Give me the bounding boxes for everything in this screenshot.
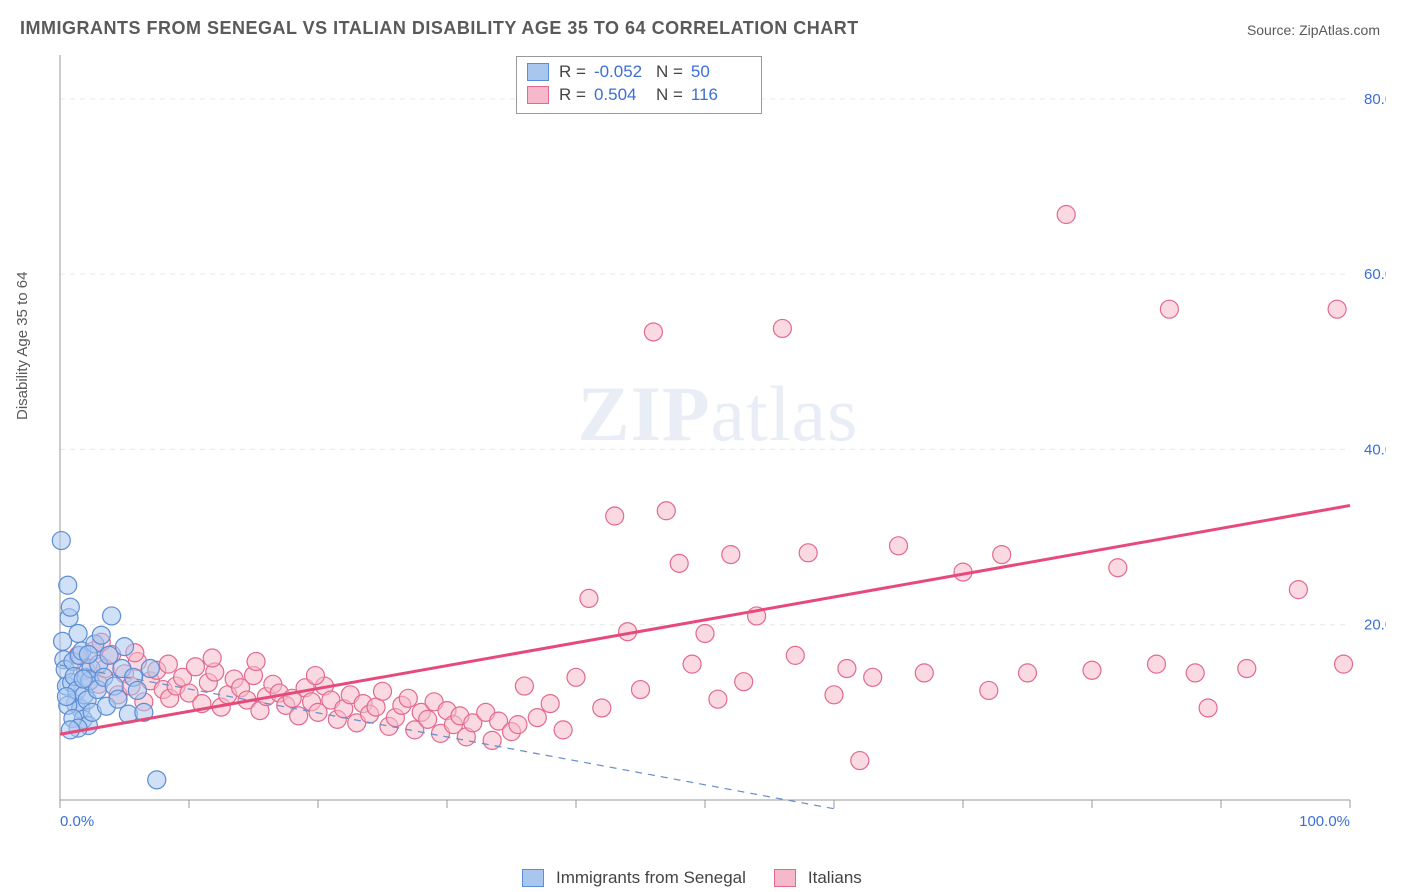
- n-label: N =: [656, 84, 683, 107]
- svg-text:40.0%: 40.0%: [1364, 441, 1386, 458]
- svg-text:60.0%: 60.0%: [1364, 266, 1386, 283]
- series-swatch: [527, 63, 549, 81]
- n-value: 50: [691, 61, 747, 84]
- n-value: 116: [691, 84, 747, 107]
- chart-title: IMMIGRANTS FROM SENEGAL VS ITALIAN DISAB…: [20, 18, 859, 39]
- series-swatch: [774, 869, 796, 887]
- source-link[interactable]: ZipAtlas.com: [1299, 22, 1380, 38]
- r-value: 0.504: [594, 84, 650, 107]
- source-label: Source:: [1247, 22, 1299, 38]
- stats-row: R = -0.052 N = 50: [527, 61, 747, 84]
- svg-text:20.0%: 20.0%: [1364, 617, 1386, 634]
- svg-text:0.0%: 0.0%: [60, 813, 94, 830]
- n-label: N =: [656, 61, 683, 84]
- bottom-legend: Immigrants from Senegal Italians: [522, 868, 862, 888]
- legend-label: Italians: [808, 868, 862, 888]
- r-value: -0.052: [594, 61, 650, 84]
- correlation-stats-box: R = -0.052 N = 50 R = 0.504 N = 116: [516, 56, 762, 114]
- source-credit: Source: ZipAtlas.com: [1247, 22, 1380, 38]
- series-swatch: [527, 86, 549, 104]
- plot-area: ZIPatlas 20.0%40.0%60.0%80.0%0.0%100.0%: [50, 55, 1386, 835]
- svg-text:100.0%: 100.0%: [1299, 813, 1350, 830]
- y-axis-label: Disability Age 35 to 64: [14, 272, 31, 420]
- legend-item: Immigrants from Senegal: [522, 868, 746, 888]
- legend-label: Immigrants from Senegal: [556, 868, 746, 888]
- scatter-plot-svg: 20.0% 40.0% 60.0% 80.0% 0.0% 100.0%: [50, 55, 1386, 835]
- r-label: R =: [559, 61, 586, 84]
- legend-item: Italians: [774, 868, 862, 888]
- svg-text:80.0%: 80.0%: [1364, 91, 1386, 108]
- r-label: R =: [559, 84, 586, 107]
- series-swatch: [522, 869, 544, 887]
- stats-row: R = 0.504 N = 116: [527, 84, 747, 107]
